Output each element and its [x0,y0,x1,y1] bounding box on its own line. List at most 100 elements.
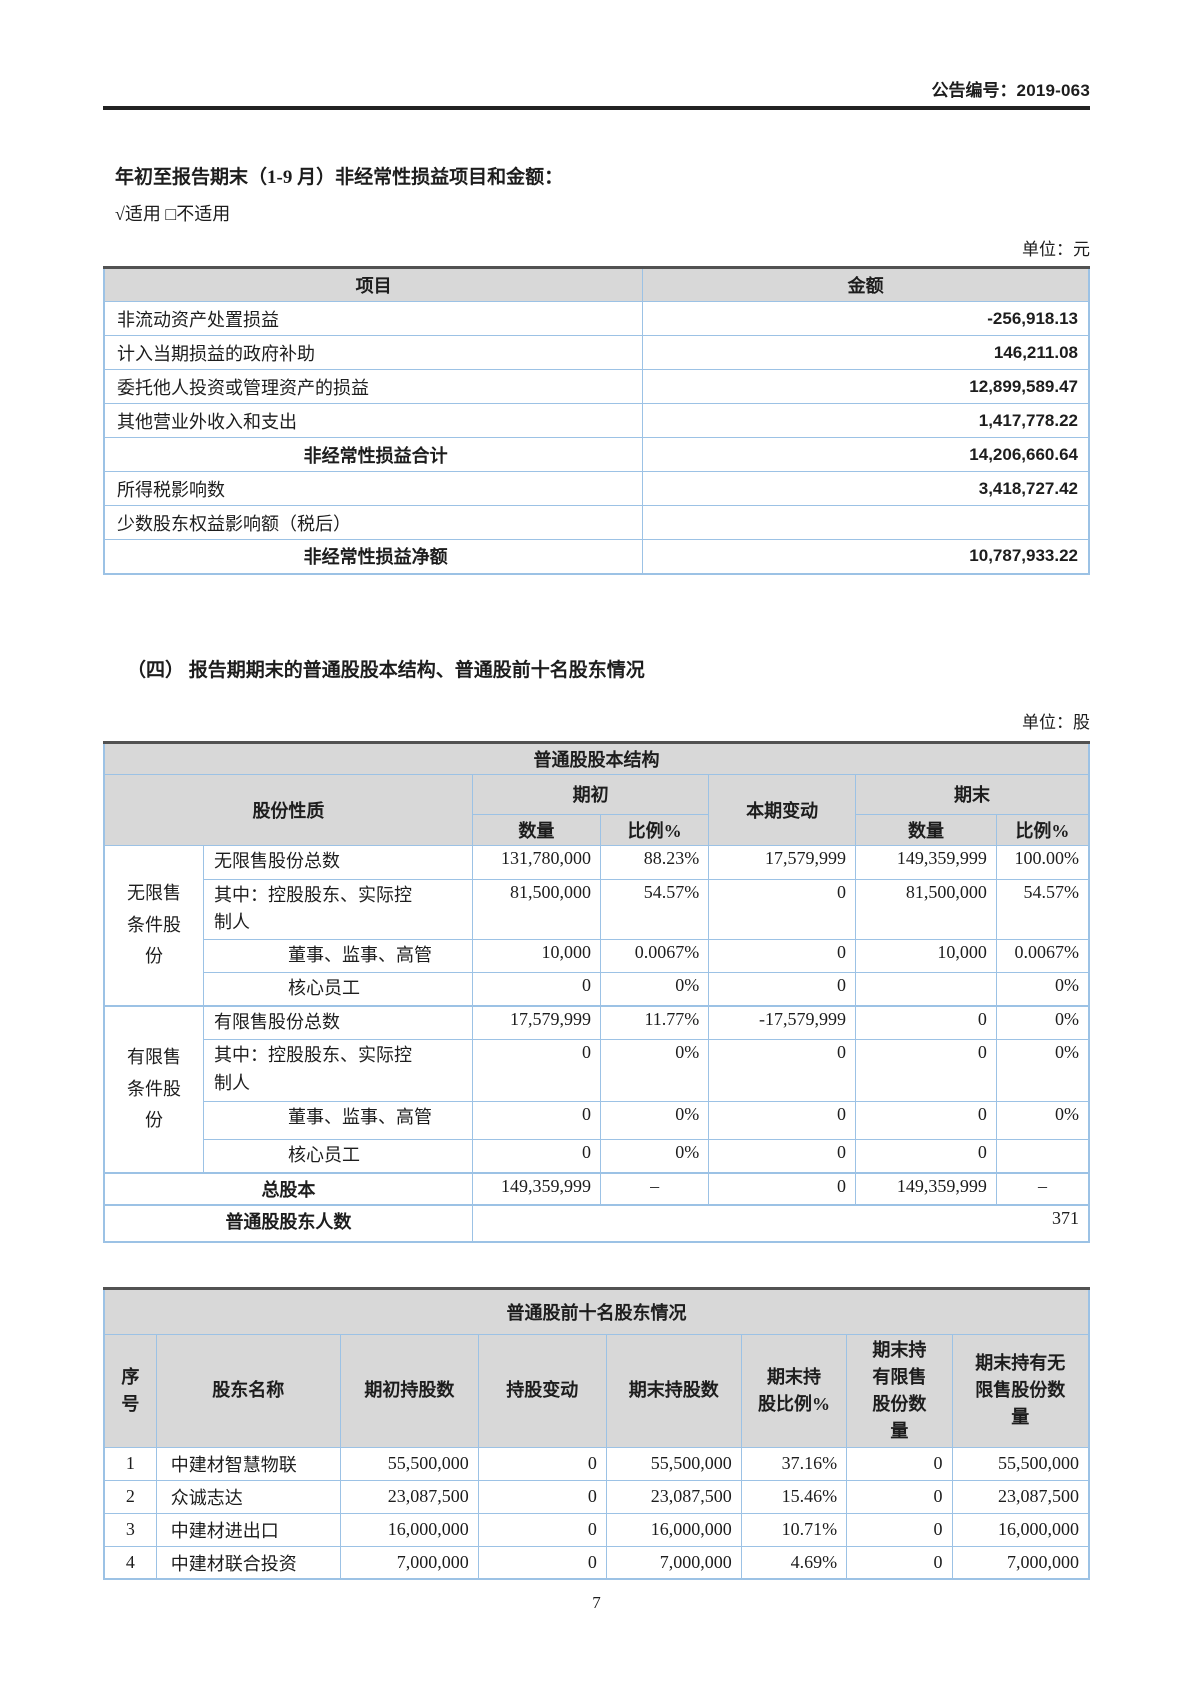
begin-ratio-cell: 54.57% [599,878,710,941]
header-end-restricted: 期末持 有限售 股份数 量 [846,1333,953,1448]
header-end-shares: 期末持股数 [605,1333,742,1448]
announcement-number: 2019-063 [1016,81,1090,100]
ratio-cell: 15.46% [740,1479,848,1514]
begin-qty-cell: 131,780,000 [471,844,601,880]
begin-cell: 16,000,000 [339,1512,479,1547]
table-title: 普通股前十名股东情况 [103,1287,1090,1335]
amount-cell: 12,899,589.47 [642,369,1090,404]
shareholder-row: 3 中建材进出口 16,000,000 0 16,000,000 10.71% … [103,1512,1090,1547]
section2-title: （四） 报告期期末的普通股股本结构、普通股前十名股东情况 [127,659,645,681]
begin-ratio-cell: 0% [599,1138,710,1174]
header-seq: 序 号 [103,1333,157,1448]
end-ratio-cell: 0.0067% [995,939,1090,974]
header-ending: 期末 [855,773,1090,815]
end-qty-cell: 149,359,999 [855,844,997,880]
share-capital-structure-table: 普通股股本结构 股份性质 期初 本期变动 期末 数量 比例% 数量 比例% 无限… [103,740,1090,1243]
end-ratio-cell: 100.00% [995,844,1090,880]
end-ratio-cell: 0% [995,1005,1090,1040]
header-qty: 数量 [855,813,997,846]
begin-qty-cell: 149,359,999 [471,1171,601,1206]
table-row: 核心员工 0 0% 0 0 [104,1138,1090,1174]
header-change: 本期变动 [708,773,857,846]
change-cell: 0 [708,1038,857,1102]
change-cell: 0 [477,1512,607,1547]
restricted-cell: 0 [846,1446,953,1481]
end-cell: 23,087,500 [605,1479,742,1514]
total-row: 总股本 149,359,999 – 0 149,359,999 – [103,1171,1090,1206]
unrestricted-cell: 16,000,000 [951,1512,1090,1547]
item-cell: 非经常性损益净额 [103,539,644,574]
amount-cell: 146,211.08 [642,335,1090,370]
end-cell: 7,000,000 [605,1545,742,1580]
table-row: 有限售 条件股 份 有限售股份总数 17,579,999 11.77% -17,… [103,1005,1090,1174]
begin-qty-cell: 0 [471,1138,601,1174]
header-share-change: 持股变动 [477,1333,607,1448]
header-end-unrestricted: 期末持有无 限售股份数 量 [951,1333,1090,1448]
begin-ratio-cell: 0% [599,1038,710,1102]
shareholder-count-row: 普通股股东人数 371 [103,1203,1090,1243]
row-label: 其中：控股股东、实际控 制人 [202,878,473,941]
begin-qty-cell: 10,000 [471,939,601,974]
begin-ratio-cell: 0% [599,972,710,1007]
change-cell: -17,579,999 [708,1005,857,1040]
seq-cell: 3 [103,1512,157,1547]
begin-qty-cell: 17,579,999 [471,1005,601,1040]
group-label-restricted: 有限售 条件股 份 [103,1005,204,1174]
change-cell: 0 [708,939,857,974]
ratio-cell: 4.69% [740,1545,848,1580]
section1-title: 年初至报告期末（1-9 月）非经常性损益项目和金额： [115,167,564,188]
name-cell: 中建材进出口 [155,1512,341,1547]
non-recurring-items-table: 项目 金额 非流动资产处置损益 -256,918.13 计入当期损益的政府补助 … [103,266,1090,575]
begin-ratio-cell: 0.0067% [599,939,710,974]
restricted-cell: 0 [846,1545,953,1580]
item-cell: 计入当期损益的政府补助 [103,335,644,370]
amount-cell [642,505,1090,540]
table-row: 委托他人投资或管理资产的损益 12,899,589.47 [103,369,1090,404]
end-cell: 55,500,000 [605,1446,742,1481]
amount-cell: 14,206,660.64 [642,437,1090,472]
header-name: 股东名称 [155,1333,341,1448]
row-label: 有限售股份总数 [202,1005,473,1040]
begin-cell: 55,500,000 [339,1446,479,1481]
item-cell: 所得税影响数 [103,471,644,506]
restricted-cell: 0 [846,1479,953,1514]
end-ratio-cell [995,1138,1090,1174]
name-cell: 中建材智慧物联 [155,1446,341,1481]
table-row: 董事、监事、高管 0 0% 0 0 0% [104,1100,1090,1140]
begin-cell: 7,000,000 [339,1545,479,1580]
header-beginning: 期初 [471,773,710,815]
end-ratio-cell: 0% [995,1100,1090,1140]
item-cell: 非流动资产处置损益 [103,301,644,336]
end-qty-cell: 0 [855,1100,997,1140]
end-qty-cell: 0 [855,1138,997,1174]
begin-qty-cell: 0 [471,1100,601,1140]
table-row: 所得税影响数 3,418,727.42 [103,471,1090,506]
amount-cell: 10,787,933.22 [642,539,1090,574]
change-cell: 0 [708,1138,857,1174]
amount-cell: -256,918.13 [642,301,1090,336]
header-ratio: 比例% [995,813,1090,846]
end-ratio-cell: – [995,1171,1090,1206]
change-cell: 0 [708,1171,857,1206]
unrestricted-cell: 23,087,500 [951,1479,1090,1514]
announcement-header: 公告编号：2019-063 [103,0,1090,110]
table-title: 普通股股本结构 [103,741,1090,775]
shareholder-row: 1 中建材智慧物联 55,500,000 0 55,500,000 37.16%… [103,1446,1090,1481]
change-cell: 0 [477,1545,607,1580]
amount-cell: 3,418,727.42 [642,471,1090,506]
ratio-cell: 10.71% [740,1512,848,1547]
table-row-total: 非经常性损益净额 10,787,933.22 [103,539,1090,574]
end-qty-cell: 10,000 [855,939,997,974]
end-ratio-cell: 54.57% [995,878,1090,941]
header-end-ratio: 期末持 股比例% [740,1333,848,1448]
change-cell: 0 [477,1479,607,1514]
row-label: 董事、监事、高管 [202,939,473,974]
table-row: 其中：控股股东、实际控 制人 81,500,000 54.57% 0 81,50… [104,878,1090,941]
begin-ratio-cell: – [599,1171,710,1206]
header-share-nature: 股份性质 [103,773,473,846]
row-label: 其中：控股股东、实际控 制人 [202,1038,473,1102]
unit-label-share: 单位：股 [1022,712,1090,732]
item-cell: 其他营业外收入和支出 [103,403,644,438]
table-header-row: 项目 金额 [103,267,1090,302]
header-qty: 数量 [471,813,601,846]
